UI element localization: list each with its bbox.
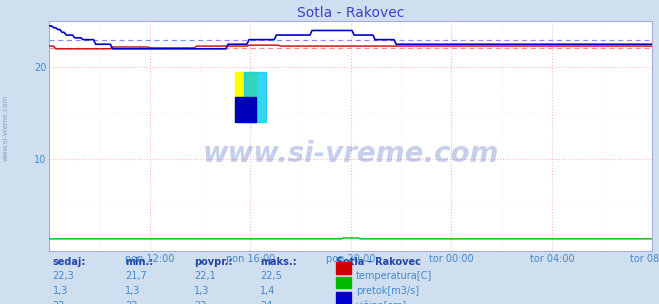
Text: 22,5: 22,5 [260, 271, 282, 282]
Text: Sotla - Rakovec: Sotla - Rakovec [336, 257, 421, 267]
Text: 22: 22 [53, 301, 65, 304]
Text: 1,4: 1,4 [260, 286, 275, 296]
Text: pretok[m3/s]: pretok[m3/s] [356, 286, 419, 296]
Text: 1,3: 1,3 [125, 286, 140, 296]
Title: Sotla - Rakovec: Sotla - Rakovec [297, 6, 405, 20]
Bar [235, 72, 256, 122]
Text: www.si-vreme.com: www.si-vreme.com [2, 95, 9, 161]
Text: 1,3: 1,3 [53, 286, 68, 296]
Text: 22,3: 22,3 [53, 271, 74, 282]
Text: min.:: min.: [125, 257, 154, 267]
Text: višina[cm]: višina[cm] [356, 301, 407, 304]
Text: maks.:: maks.: [260, 257, 297, 267]
Text: temperatura[C]: temperatura[C] [356, 271, 432, 282]
Text: 22,1: 22,1 [194, 271, 216, 282]
Bar [244, 72, 266, 122]
Text: 23: 23 [194, 301, 207, 304]
Text: povpr.:: povpr.: [194, 257, 233, 267]
Text: 24: 24 [260, 301, 273, 304]
Text: sedaj:: sedaj: [53, 257, 86, 267]
Bar [235, 97, 256, 122]
Text: www.si-vreme.com: www.si-vreme.com [203, 140, 499, 168]
Text: 21,7: 21,7 [125, 271, 147, 282]
Text: 22: 22 [125, 301, 138, 304]
Text: 1,3: 1,3 [194, 286, 210, 296]
